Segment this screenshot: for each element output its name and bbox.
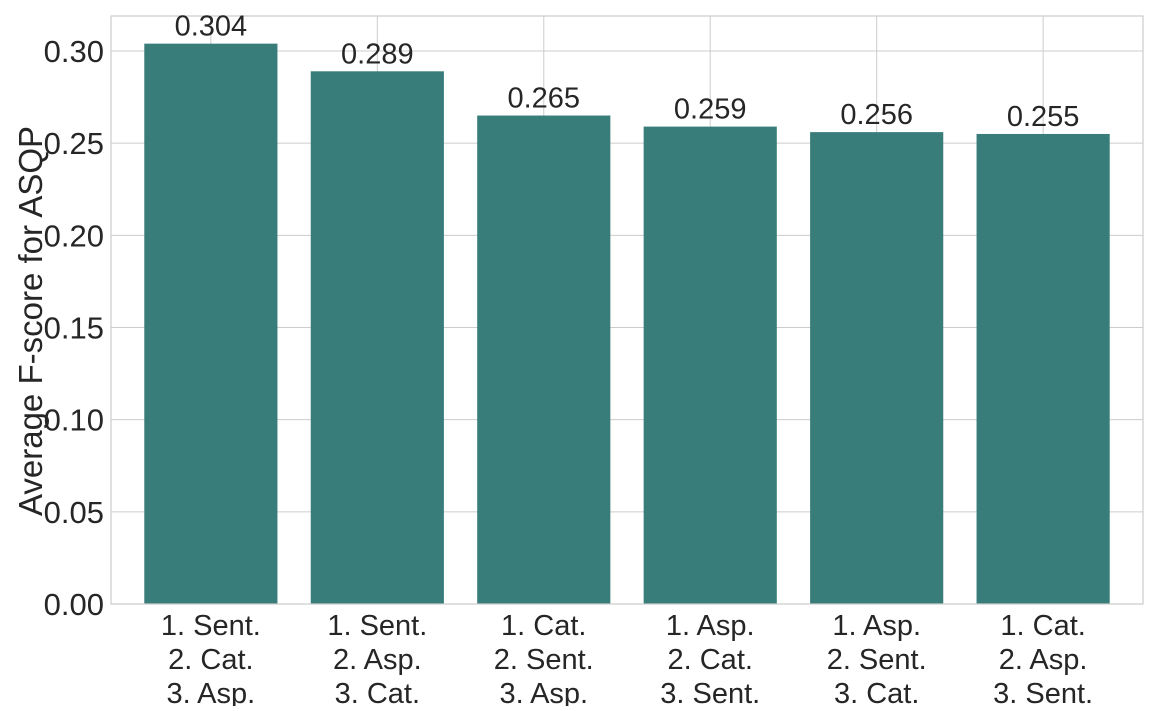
x-tick-label: 3. Asp. (167, 678, 256, 706)
y-tick-label: 0.30 (44, 34, 104, 69)
x-tick-label: 1. Sent. (327, 610, 427, 642)
y-tick-label: 0.05 (44, 495, 104, 530)
bars (144, 43, 1110, 605)
y-tick-label: 0.15 (44, 311, 104, 346)
plot-frame (110, 15, 1144, 605)
y-tick-label: 0.10 (44, 403, 104, 438)
y-tick-label: 0.00 (44, 587, 104, 622)
bar-value-label: 0.255 (1007, 101, 1080, 133)
bar-value-label: 0.304 (175, 11, 248, 43)
y-axis-label: Average F-score for ASQP (12, 126, 49, 516)
plot-border (110, 15, 1144, 605)
bar (310, 71, 444, 605)
x-tick-label: 2. Sent. (827, 644, 927, 676)
x-tick-label: 1. Cat. (1000, 610, 1085, 642)
bar-value-label: 0.265 (507, 83, 580, 115)
x-tick-label: 2. Cat. (168, 644, 253, 676)
x-tick-label: 3. Asp. (499, 678, 588, 706)
x-tick-label: 2. Cat. (668, 644, 753, 676)
bar-value-label: 0.289 (341, 38, 414, 70)
bar (477, 115, 611, 605)
bar (810, 132, 944, 604)
bar-value-label: 0.259 (674, 94, 747, 126)
x-tick-label: 3. Sent. (660, 678, 760, 706)
bar (976, 133, 1110, 604)
x-tick-label: 3. Cat. (834, 678, 919, 706)
x-tick-labels: 1. Sent.2. Cat.3. Asp.1. Sent.2. Asp.3. … (161, 610, 1093, 710)
x-tick-label: 1. Sent. (161, 610, 261, 642)
x-tick-label: 2. Asp. (999, 644, 1088, 676)
x-tick-label: 1. Asp. (832, 610, 921, 642)
y-tick-label: 0.25 (44, 126, 104, 161)
bar (643, 126, 777, 604)
y-tick-label: 0.20 (44, 218, 104, 253)
x-tick-label: 3. Sent. (993, 678, 1093, 706)
x-tick-label: 1. Asp. (666, 610, 755, 642)
x-tick-label: 2. Sent. (494, 644, 594, 676)
bar-value-label: 0.256 (840, 99, 913, 131)
x-tick-label: 2. Asp. (333, 644, 422, 676)
x-tick-label: 3. Cat. (335, 678, 420, 706)
value-labels: 0.304 0.289 0.265 0.259 0.256 0.255 (175, 11, 1080, 133)
x-tick-label: 1. Cat. (501, 610, 586, 642)
bar (144, 43, 278, 604)
y-tick-labels: 0.00 0.05 0.10 0.15 0.20 0.25 0.30 (44, 34, 104, 622)
